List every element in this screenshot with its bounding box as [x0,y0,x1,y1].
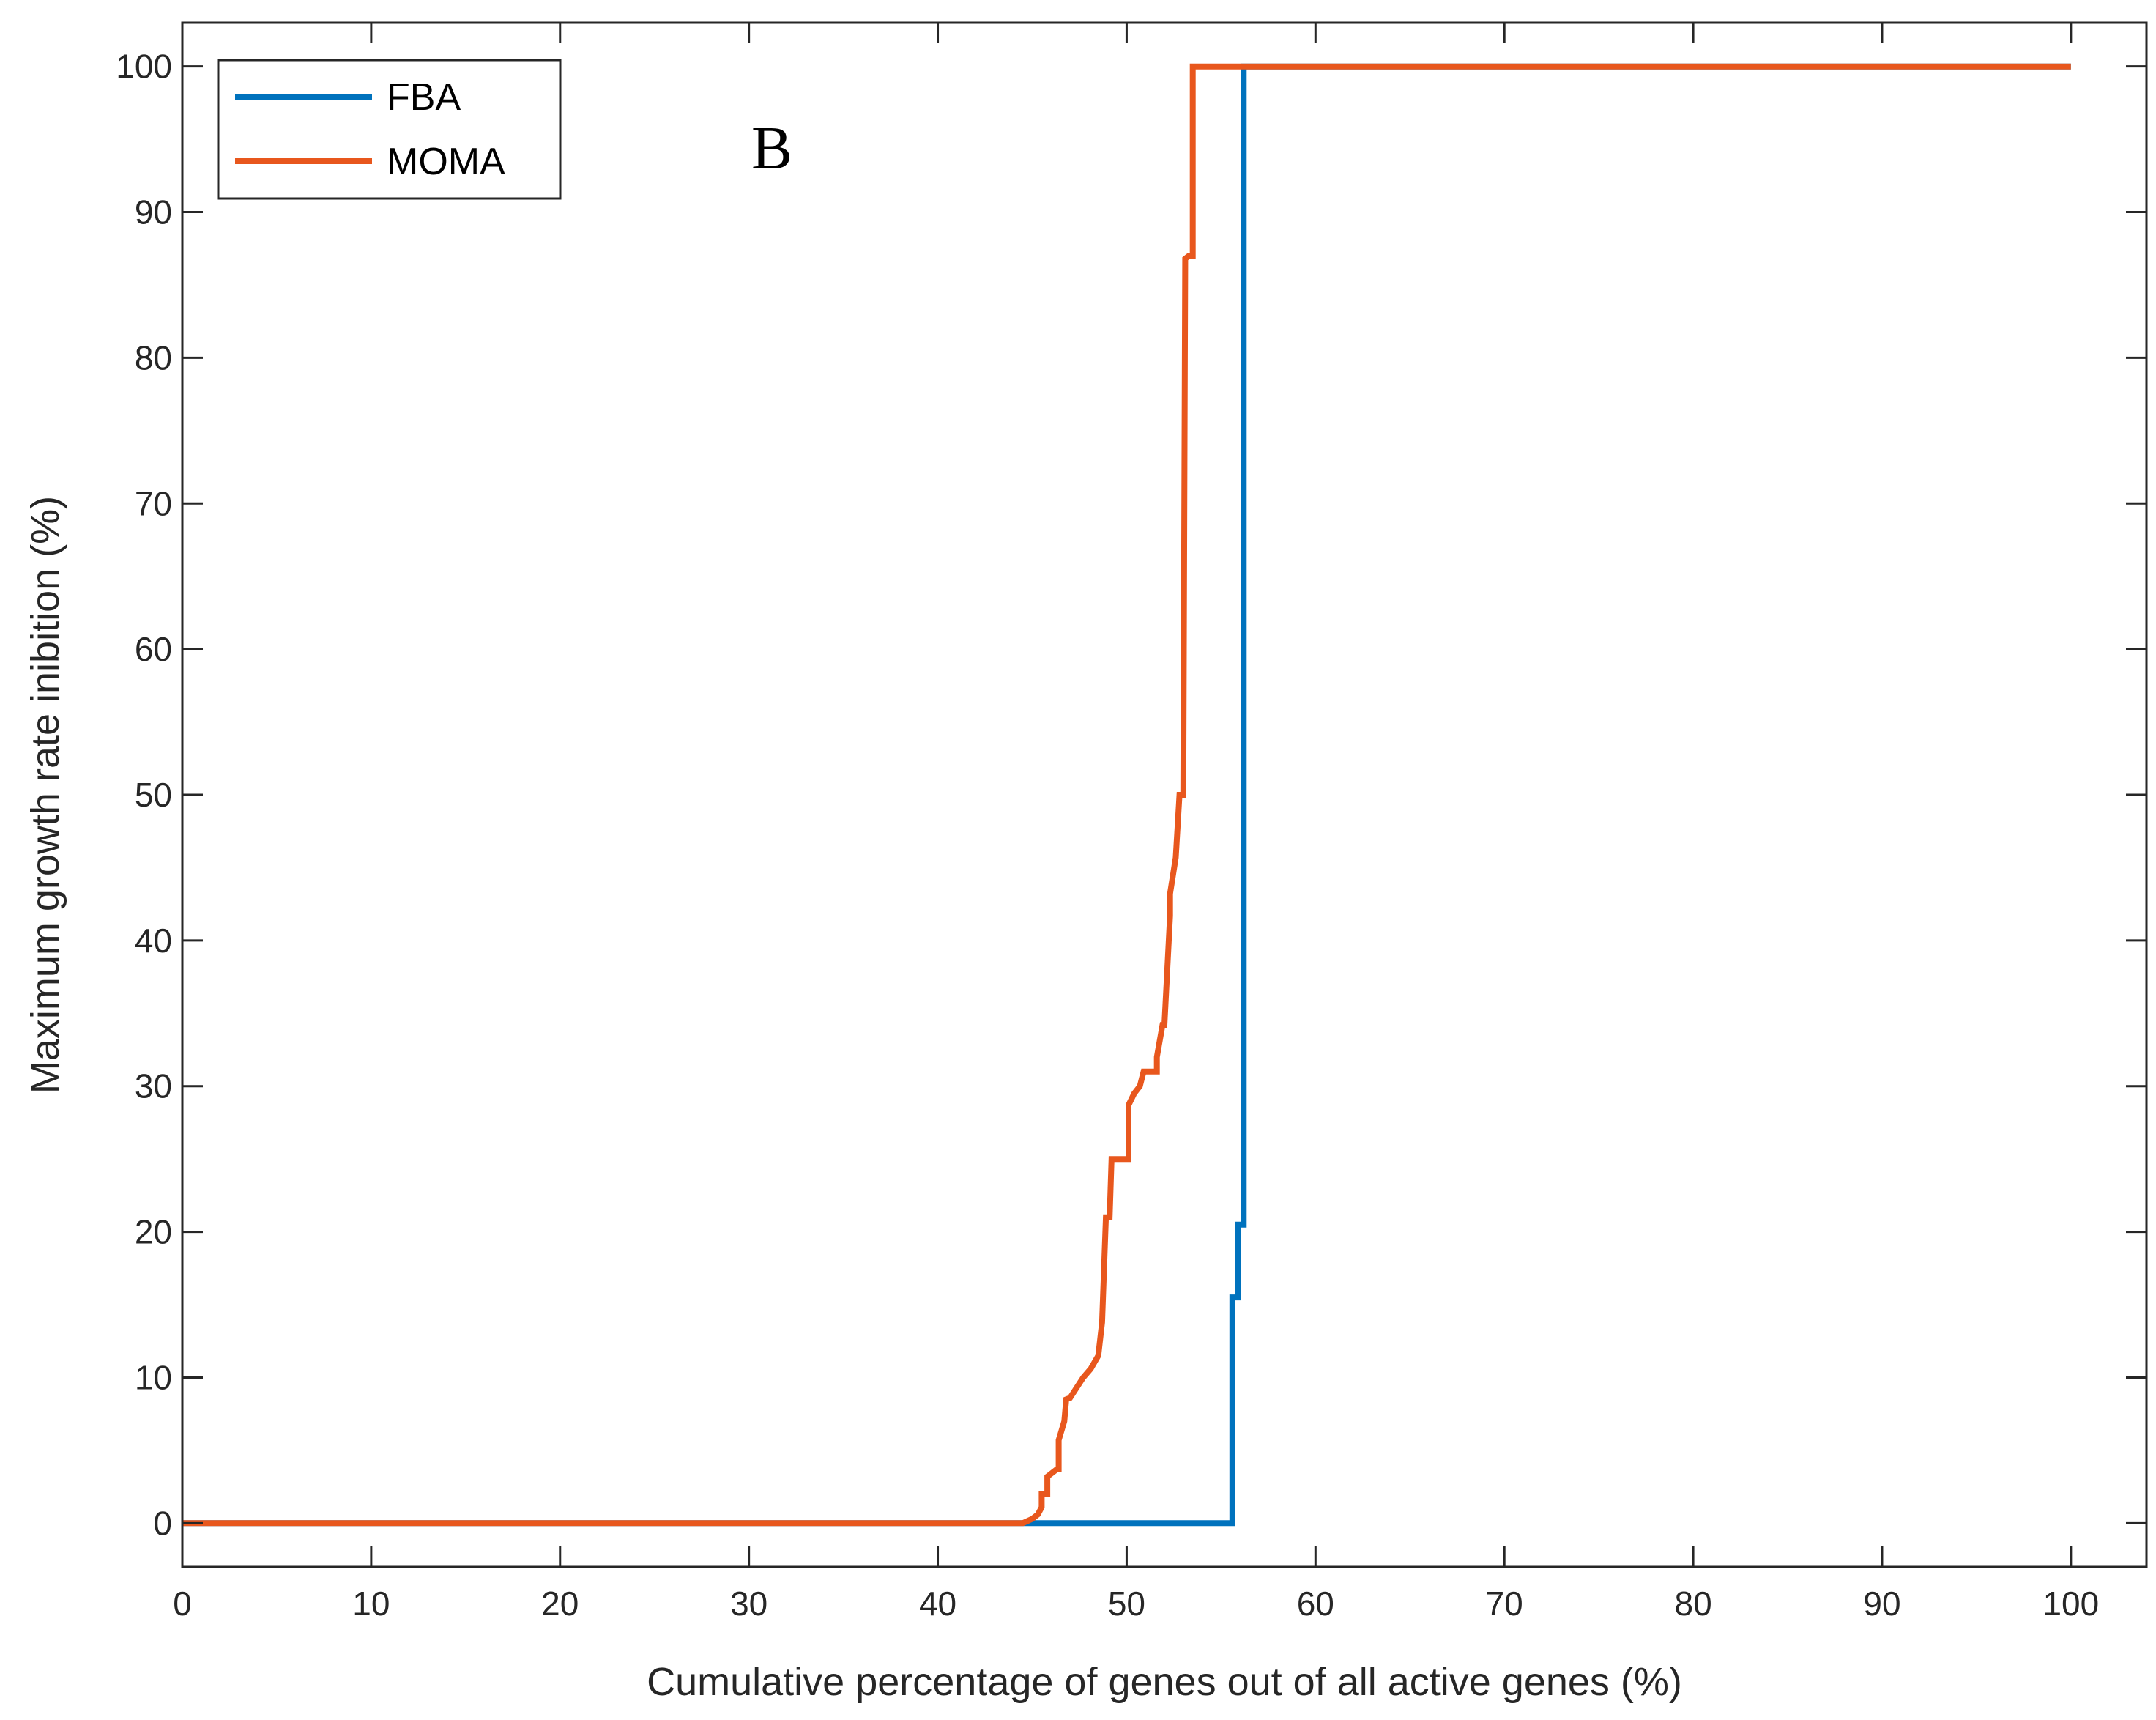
y-tick-label-40: 40 [135,922,172,960]
y-axis-label: Maximum growth rate inibition (%) [23,496,67,1094]
x-tick-label-70: 70 [1486,1584,1523,1623]
series-layer [182,63,2071,1527]
x-tick-label-10: 10 [352,1584,390,1623]
x-tick-labels: 0 10 20 30 40 50 60 70 80 90 100 [173,1584,2099,1623]
x-tick-label-40: 40 [919,1584,956,1623]
y-tick-label-60: 60 [135,630,172,668]
x-tick-label-100: 100 [2042,1584,2099,1623]
y-tick-label-80: 80 [135,338,172,377]
x-axis-label: Cumulative percentage of genes out of al… [647,1660,1682,1704]
x-tick-label-60: 60 [1297,1584,1334,1623]
x-tick-label-20: 20 [541,1584,579,1623]
y-tick-label-100: 100 [116,48,172,86]
panel-annotation: B [751,114,792,182]
x-tick-label-80: 80 [1674,1584,1711,1623]
legend: FBA MOMA [217,59,562,200]
y-tick-label-50: 50 [135,776,172,814]
series-line-moma [182,63,2071,1527]
legend-label-fba: FBA [387,76,461,119]
x-tick-label-50: 50 [1108,1584,1145,1623]
x-tick-label-30: 30 [730,1584,767,1623]
series-line-fba [182,63,2071,1527]
x-tick-label-90: 90 [1863,1584,1900,1623]
y-tick-label-30: 30 [135,1067,172,1105]
y-tick-label-70: 70 [135,484,172,522]
x-tick-label-0: 0 [173,1584,192,1623]
plot-frame [181,21,2148,1568]
legend-label-moma: MOMA [387,141,505,183]
tick-layer [181,23,2146,1567]
y-tick-label-20: 20 [135,1213,172,1251]
y-tick-labels: 0 10 20 30 40 50 60 70 80 90 100 [116,48,172,1543]
y-tick-label-10: 10 [135,1358,172,1396]
legend-box [217,59,562,200]
y-tick-label-0: 0 [153,1504,172,1542]
y-tick-label-90: 90 [135,193,172,231]
